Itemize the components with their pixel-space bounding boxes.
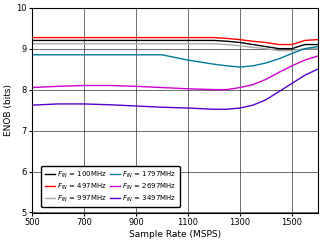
X-axis label: Sample Rate (MSPS): Sample Rate (MSPS) bbox=[129, 230, 221, 239]
Legend: $F_{IN}$ = 100MHz, $F_{IN}$ = 497MHz, $F_{IN}$ = 997MHz, $F_{IN}$ = 1797MHz, $F_: $F_{IN}$ = 100MHz, $F_{IN}$ = 497MHz, $F… bbox=[41, 166, 180, 207]
Y-axis label: ENOB (bits): ENOB (bits) bbox=[4, 84, 13, 136]
